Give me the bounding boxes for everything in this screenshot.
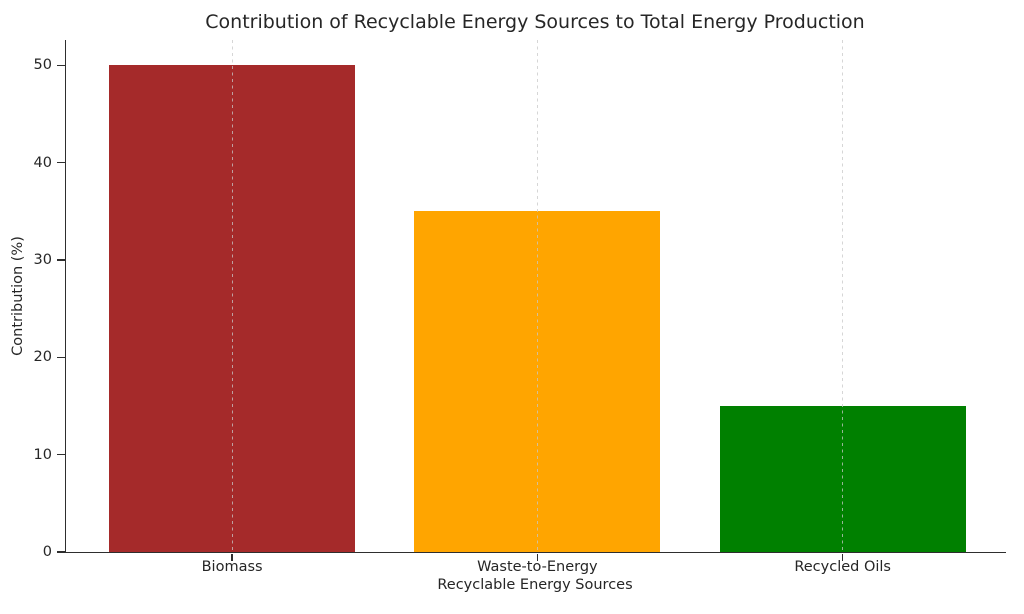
y-tick-mark <box>57 259 65 261</box>
x-tick-mark <box>841 553 844 561</box>
x-tick-label: Biomass <box>201 559 263 575</box>
y-tick-label: 20 <box>33 349 52 366</box>
plot-area: Biomass Waste-to-Energy Recycled Oils 0 10 20… <box>34 40 1006 575</box>
chart-title: Contribution of Recyclable Energy Source… <box>205 11 865 33</box>
y-tick-mark <box>57 453 65 456</box>
y-tick-mark <box>57 64 65 67</box>
y-tick-label: 30 <box>33 251 52 268</box>
x-tick-label: Recycled Oils <box>794 559 891 575</box>
y-tick-label: 0 <box>42 544 52 560</box>
x-tick-mark <box>231 553 233 561</box>
x-gridline <box>231 40 233 552</box>
y-tick-label: 50 <box>33 57 52 74</box>
x-gridline <box>842 40 844 552</box>
y-tick-mark <box>57 161 65 164</box>
y-tick-label: 10 <box>33 446 52 463</box>
y-tick-mark <box>57 356 65 359</box>
x-axis-label: Recyclable Energy Sources <box>437 577 633 593</box>
x-tick-label: Waste-to-Energy <box>477 559 598 575</box>
x-gridline <box>536 40 538 552</box>
y-tick-mark <box>57 551 65 553</box>
y-tick-label: 40 <box>33 154 52 171</box>
x-tick-mark <box>536 553 539 561</box>
